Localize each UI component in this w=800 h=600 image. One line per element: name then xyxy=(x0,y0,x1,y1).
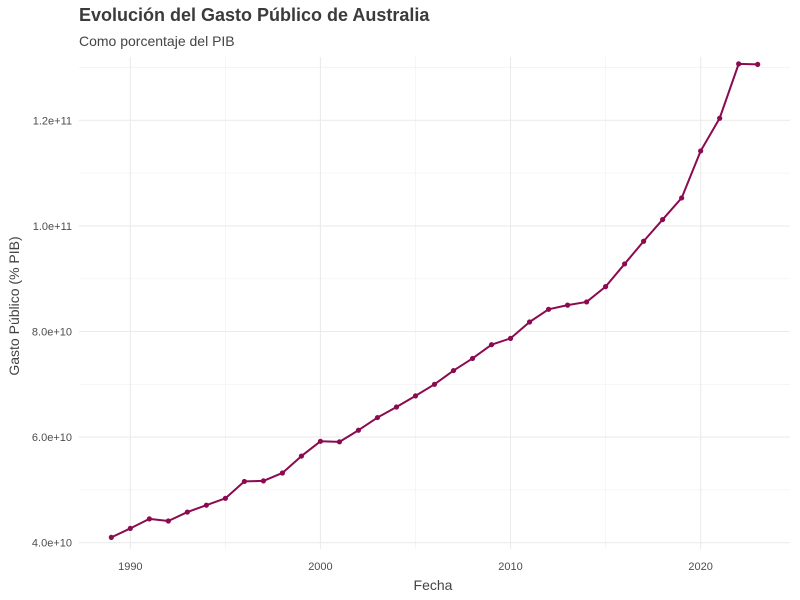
data-point xyxy=(583,299,590,305)
y-tick-label: 1.0e+11 xyxy=(33,221,72,233)
data-point xyxy=(355,427,362,433)
x-tick-label: 2020 xyxy=(688,561,712,573)
y-axis-title: Gasto Público (% PIB) xyxy=(6,236,22,375)
x-tick-label: 2000 xyxy=(308,561,332,573)
x-axis-title: Fecha xyxy=(414,577,453,593)
data-point xyxy=(755,61,761,67)
y-tick-label: 6.0e+10 xyxy=(32,432,72,444)
data-point xyxy=(679,195,685,201)
data-point xyxy=(412,393,419,399)
x-tick-label: 1990 xyxy=(118,561,142,573)
chart-subtitle: Como porcentaje del PIB xyxy=(79,33,235,49)
data-point xyxy=(564,302,571,308)
data-point xyxy=(374,414,381,421)
data-point xyxy=(431,381,438,387)
data-point xyxy=(146,516,152,522)
data-point xyxy=(317,438,324,444)
chart-title: Evolución del Gasto Público de Australia xyxy=(79,5,430,25)
data-point xyxy=(622,261,628,267)
data-point xyxy=(393,404,400,410)
grid xyxy=(79,57,790,549)
y-tick-label: 4.0e+10 xyxy=(32,538,72,550)
data-point xyxy=(717,115,723,121)
series-line xyxy=(110,62,758,539)
data-point xyxy=(165,518,171,524)
axes: 1990 2000 2010 2020 4.0e+10 6.0e+10 8.0e+10 1.0… xyxy=(32,115,713,573)
data-point xyxy=(222,495,228,501)
data-point xyxy=(660,216,666,223)
data-point xyxy=(127,525,133,532)
data-point xyxy=(279,470,286,476)
data-point xyxy=(641,238,647,244)
data-point xyxy=(507,335,514,341)
data-point xyxy=(298,453,305,459)
data-point xyxy=(184,509,190,515)
data-point xyxy=(203,502,209,508)
y-tick-label: 8.0e+10 xyxy=(32,327,72,339)
data-point xyxy=(526,319,533,325)
data-point xyxy=(545,306,552,312)
y-tick-label: 1.2e+11 xyxy=(33,115,72,127)
data-point xyxy=(336,439,343,445)
data-point xyxy=(241,478,247,485)
data-point xyxy=(260,478,267,484)
data-point xyxy=(602,284,609,290)
series-layer xyxy=(108,61,761,540)
data-point xyxy=(469,355,476,362)
data-point xyxy=(698,148,704,154)
data-point xyxy=(736,61,742,67)
data-point xyxy=(488,342,495,348)
data-point xyxy=(108,534,114,540)
data-point xyxy=(450,367,457,374)
x-tick-label: 2010 xyxy=(498,561,522,573)
